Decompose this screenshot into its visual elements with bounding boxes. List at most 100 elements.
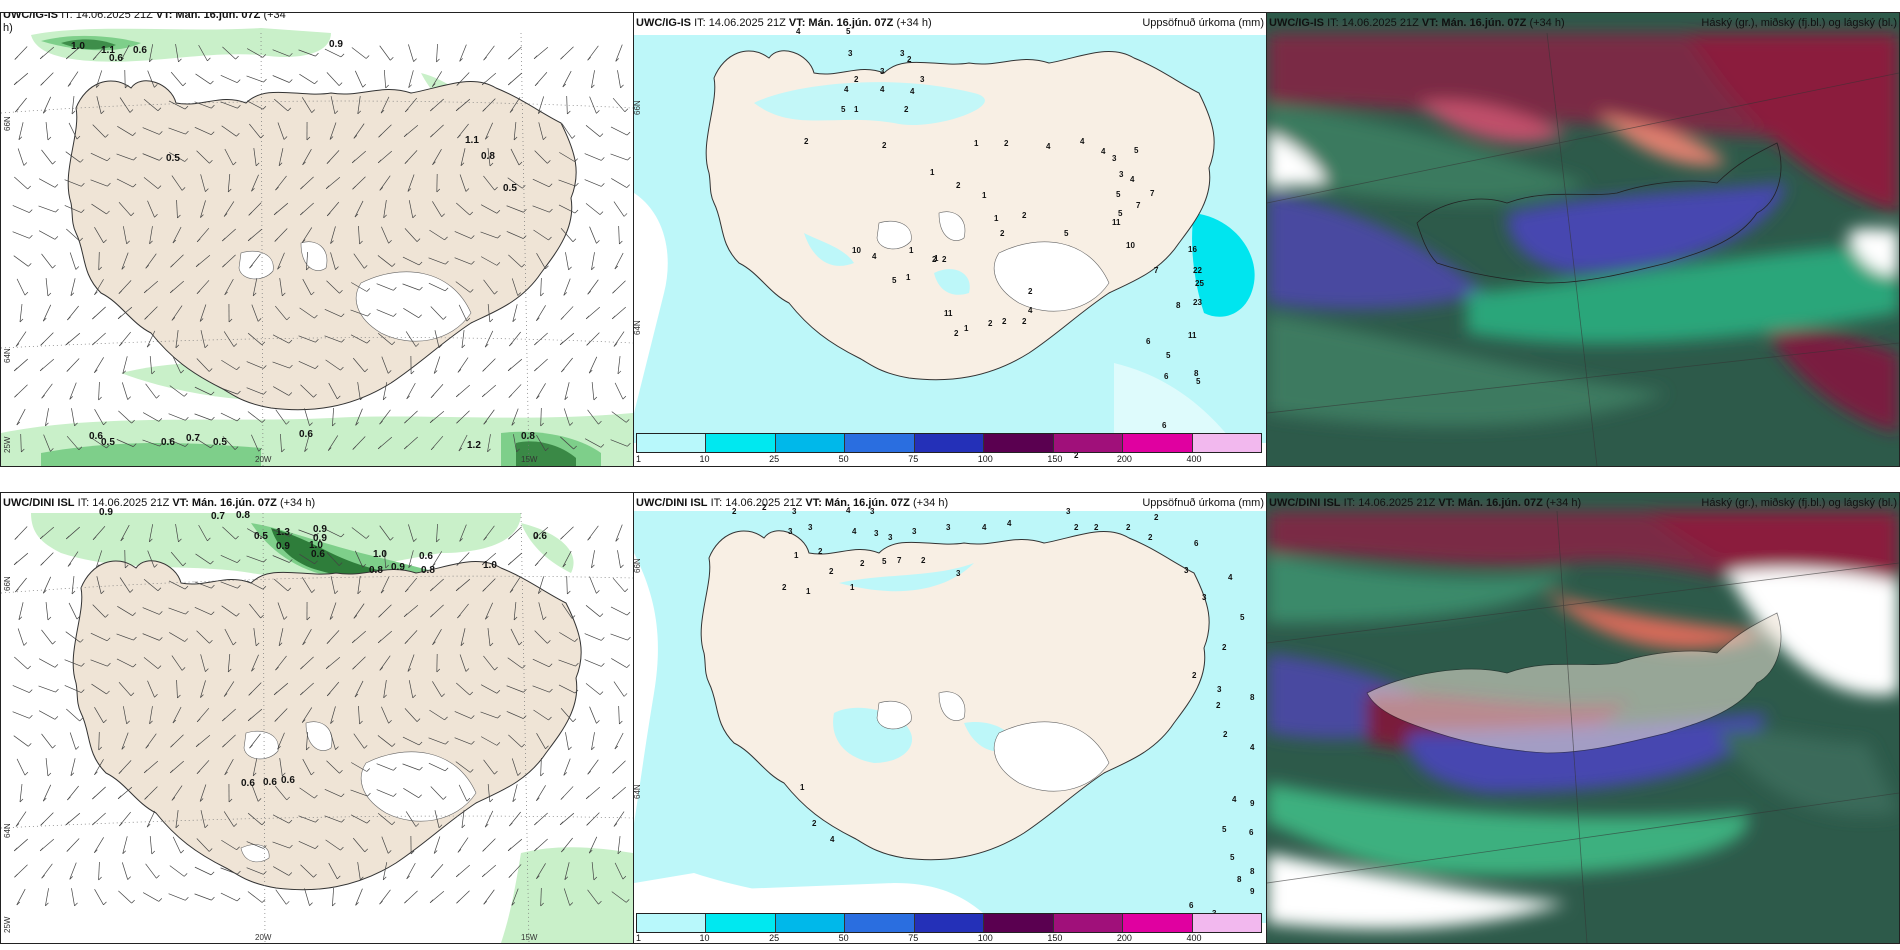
- wind-barb: [13, 735, 29, 747]
- wind-barb-flag: [627, 636, 631, 641]
- wind-barb-flag: [236, 559, 241, 563]
- wind-barb-flag: [204, 824, 209, 829]
- wind-barb-flag: [416, 718, 421, 722]
- wind-barb: [275, 175, 287, 191]
- wind-barb: [224, 628, 234, 646]
- wind-barb-flag: [403, 133, 408, 138]
- wind-barb-flag: [277, 746, 281, 750]
- wind-barb: [301, 577, 313, 593]
- wind-barb: [145, 383, 157, 399]
- wind-barb-flag: [236, 79, 241, 83]
- wind-barb-flag: [75, 746, 80, 750]
- wind-barb-flag: [54, 716, 59, 720]
- wind-barb: [223, 331, 235, 347]
- wind-barb-flag: [67, 563, 72, 567]
- wind-barb: [42, 784, 52, 802]
- wind-barb: [301, 227, 313, 243]
- wind-barb: [175, 330, 179, 348]
- wind-barb: [484, 810, 494, 828]
- wind-barb: [357, 862, 361, 880]
- wind-barb-flag: [18, 616, 23, 620]
- wind-barb: [379, 175, 391, 191]
- wind-barb-flag: [81, 689, 85, 693]
- wind-barb-flag: [429, 419, 434, 424]
- value-label: 2: [954, 329, 959, 338]
- wind-barb-flag: [149, 720, 153, 725]
- wind-barb-flag: [314, 80, 318, 85]
- wind-barb: [119, 97, 131, 113]
- wind-barb: [275, 655, 287, 671]
- wind-barb: [536, 305, 546, 321]
- wind-barb-flag: [415, 343, 420, 347]
- wind-barb-flag: [458, 447, 463, 452]
- wind-barb-flag: [377, 159, 382, 164]
- wind-barb: [540, 277, 542, 297]
- wind-barb: [246, 580, 264, 590]
- wind-barb: [506, 685, 524, 693]
- wind-barb-flag: [185, 417, 189, 421]
- wind-barb: [511, 758, 519, 776]
- wind-barb-flag: [275, 186, 279, 191]
- wind-barb: [587, 759, 599, 775]
- wind-barb: [305, 731, 309, 751]
- wind-barb: [41, 149, 53, 165]
- wind-barb: [584, 659, 602, 667]
- wind-barb-flag: [366, 768, 371, 772]
- wind-barb: [253, 628, 257, 646]
- wind-barb: [611, 891, 627, 903]
- wind-barb: [16, 888, 26, 906]
- wind-barb-flag: [185, 443, 189, 447]
- wind-barb: [220, 555, 238, 563]
- wind-barb-flag: [623, 693, 628, 697]
- wind-barb: [198, 524, 208, 542]
- wind-barb: [123, 706, 127, 724]
- wind-barb: [275, 409, 287, 425]
- wind-barb: [252, 278, 258, 296]
- wind-barb-flag: [359, 240, 363, 245]
- wind-barb-flag: [16, 421, 21, 426]
- wind-barb: [274, 305, 288, 321]
- wind-barb: [325, 359, 341, 371]
- wind-barb-flag: [15, 823, 20, 827]
- wind-barb: [118, 202, 132, 216]
- wind-barb-flag: [159, 442, 163, 447]
- wind-barb-flag: [626, 611, 631, 616]
- wind-barb: [460, 628, 466, 646]
- wind-barb: [200, 330, 206, 348]
- wind-barb: [116, 178, 134, 188]
- wind-barb-flag: [205, 188, 209, 192]
- colorbar-segment: [637, 914, 707, 932]
- colorbar-ticks: 1 10 25 50 75 100 150 200 400: [636, 933, 1262, 943]
- wind-barb-flag: [455, 587, 460, 592]
- wind-barb-flag: [80, 639, 84, 643]
- value-label: 3: [900, 49, 905, 58]
- wind-barb-flag: [366, 288, 371, 292]
- wind-barb-flag: [433, 850, 438, 854]
- wind-barb-flag: [43, 589, 47, 594]
- wind-barb-flag: [436, 538, 440, 543]
- wind-barb: [561, 123, 573, 139]
- wind-barb: [617, 70, 621, 88]
- wind-barb-flag: [103, 719, 107, 724]
- wind-barb-flag: [313, 393, 317, 398]
- wind-barb: [613, 201, 625, 217]
- value-label: 2: [860, 559, 865, 568]
- wind-barb-flag: [200, 214, 204, 218]
- value-label: 4: [846, 506, 851, 515]
- value-label: 11: [1188, 331, 1197, 340]
- value-label: 4: [1250, 743, 1255, 752]
- wind-barb-flag: [282, 772, 286, 777]
- wind-barb: [272, 49, 290, 57]
- wind-barb-flag: [158, 418, 163, 422]
- wind-barb-flag: [210, 444, 214, 449]
- wind-barb: [380, 96, 390, 114]
- wind-barb-flag: [133, 156, 137, 161]
- wind-barb-flag: [55, 688, 59, 693]
- wind-barb: [221, 605, 237, 617]
- wind-barb-flag: [339, 289, 343, 294]
- wind-barb-flag: [567, 590, 571, 595]
- wind-barb: [587, 45, 599, 61]
- map-panel-clouds-dini: UWC/DINI ISL IT: 14.06.2025 21Z VT: Mán.…: [1266, 492, 1900, 944]
- wind-barb-flag: [29, 689, 33, 693]
- wind-barb: [91, 437, 107, 449]
